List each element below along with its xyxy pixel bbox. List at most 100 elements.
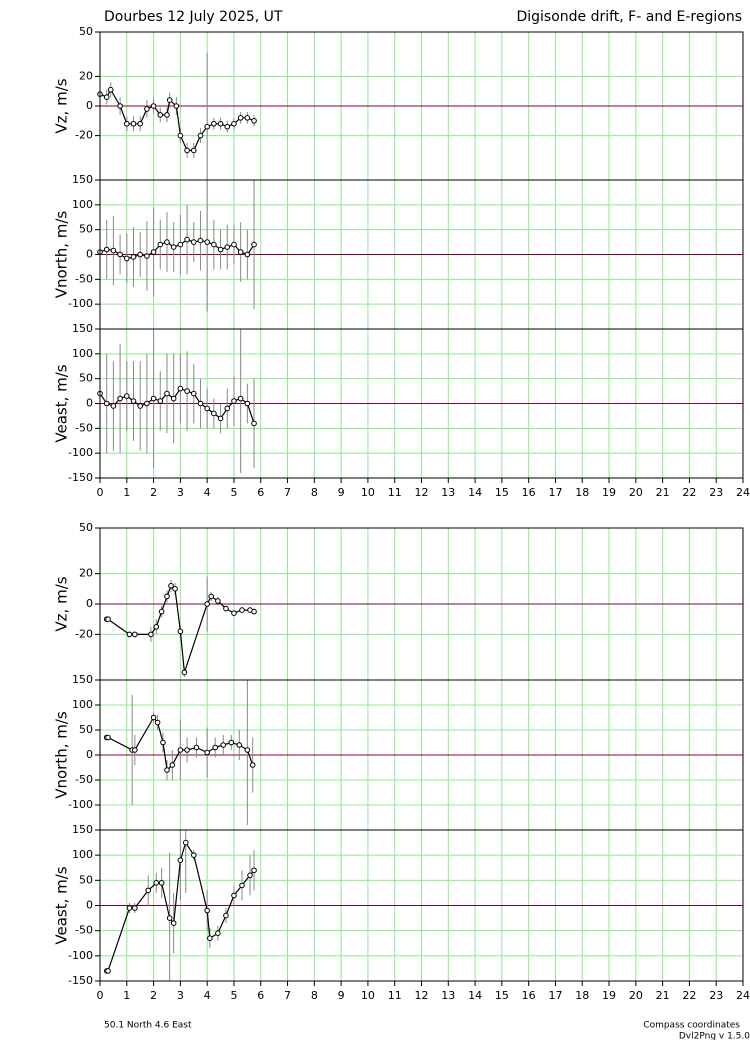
data-point: [224, 123, 231, 130]
data-point: [204, 749, 210, 756]
data-point: [126, 905, 133, 911]
data-point: [237, 249, 244, 255]
x-tick-label: 22: [682, 486, 696, 499]
data-line: [106, 841, 255, 972]
data-point: [148, 631, 154, 638]
panel-frame: [99, 829, 744, 982]
data-point: [251, 241, 257, 248]
x-tick-label: 14: [468, 486, 482, 499]
y-tick-label: -100: [68, 949, 93, 962]
data-point: [244, 400, 251, 407]
data-point: [137, 403, 143, 409]
x-tick-label: 10: [361, 486, 375, 499]
data-point: [164, 390, 170, 397]
data-point: [117, 395, 123, 402]
data-point: [117, 251, 123, 258]
x-tick-label: 7: [284, 486, 291, 499]
x-tick-label: 6: [257, 486, 264, 499]
x-tick-label: 18: [575, 989, 589, 1002]
title-left: Dourbes 12 July 2025, UT: [104, 9, 283, 25]
data-point: [170, 920, 177, 926]
x-tick-label: 16: [522, 486, 536, 499]
version: Dvl2Png v 1.5.0: [679, 1032, 750, 1041]
data-point: [251, 608, 257, 615]
data-point: [220, 742, 227, 748]
data-point: [132, 905, 138, 911]
x-tick-label: 14: [468, 989, 482, 1002]
x-tick-label: 5: [230, 486, 237, 499]
data-point: [123, 255, 130, 262]
y-axis-label: Vnorth, m/s: [53, 711, 71, 799]
x-tick-label: 7: [284, 989, 291, 1002]
data-point: [103, 94, 110, 100]
y-tick-label: -20: [75, 627, 93, 640]
x-tick-label: 16: [522, 989, 536, 1002]
y-tick-label: 50: [79, 873, 93, 886]
data-point: [224, 405, 231, 412]
data-point: [107, 86, 114, 93]
y-tick-label: 50: [79, 723, 93, 736]
x-tick-label: 1: [123, 486, 130, 499]
data-point: [244, 115, 251, 121]
x-tick-label: 22: [682, 989, 696, 1002]
y-tick-label: 20: [79, 567, 93, 580]
x-tick-label: 21: [656, 486, 670, 499]
data-point: [110, 403, 117, 409]
x-tick-label: 17: [548, 486, 562, 499]
x-tick-label: 19: [602, 989, 616, 1002]
y-tick-label: 50: [79, 25, 93, 38]
y-tick-label: -150: [68, 974, 93, 987]
data-point: [223, 912, 229, 919]
data-point: [215, 930, 221, 936]
data-point: [247, 872, 253, 879]
x-tick-label: 20: [629, 989, 643, 1002]
data-point: [181, 669, 188, 676]
series: [97, 52, 257, 180]
data-point: [184, 236, 190, 243]
y-tick-label: -20: [75, 129, 93, 142]
x-tick-label: 15: [495, 989, 509, 1002]
data-point: [193, 744, 200, 751]
y-tick-label: 150: [72, 673, 93, 686]
y-tick-label: -100: [68, 297, 93, 310]
x-tick-label: 3: [177, 486, 184, 499]
y-tick-label: 0: [86, 248, 93, 261]
data-point: [170, 244, 177, 250]
data-point: [130, 120, 137, 127]
title-right: Digisonde drift, F- and E-regions: [516, 9, 742, 25]
x-tick-label: 18: [575, 486, 589, 499]
x-tick-label: 23: [709, 989, 723, 1002]
data-point: [249, 762, 256, 768]
data-point: [157, 112, 164, 118]
data-point: [137, 251, 143, 258]
data-point: [237, 115, 244, 121]
x-tick-label: 19: [602, 486, 616, 499]
data-point: [173, 103, 180, 109]
data-point: [150, 395, 157, 402]
data-point: [204, 601, 210, 607]
data-point: [251, 867, 257, 874]
data-point: [224, 244, 231, 250]
data-point: [204, 239, 210, 245]
x-tick-label: 6: [257, 989, 264, 1002]
data-point: [237, 395, 244, 402]
data-point: [182, 839, 189, 846]
data-point: [223, 605, 229, 612]
data-point: [217, 415, 224, 422]
data-point: [144, 106, 150, 112]
data-point: [172, 586, 178, 592]
y-tick-label: -50: [75, 272, 93, 285]
data-point: [231, 892, 237, 899]
data-point: [105, 968, 111, 974]
x-tick-label: 3: [177, 989, 184, 1002]
data-point: [204, 907, 210, 914]
data-point: [177, 857, 184, 864]
data-point: [137, 120, 143, 127]
data-point: [228, 739, 235, 746]
y-tick-label: 50: [79, 521, 93, 534]
footer-left: 50.1 North 4.6 East: [104, 1021, 192, 1031]
x-tick-label: 5: [230, 989, 237, 1002]
data-point: [132, 631, 138, 638]
y-tick-label: 20: [79, 69, 93, 82]
